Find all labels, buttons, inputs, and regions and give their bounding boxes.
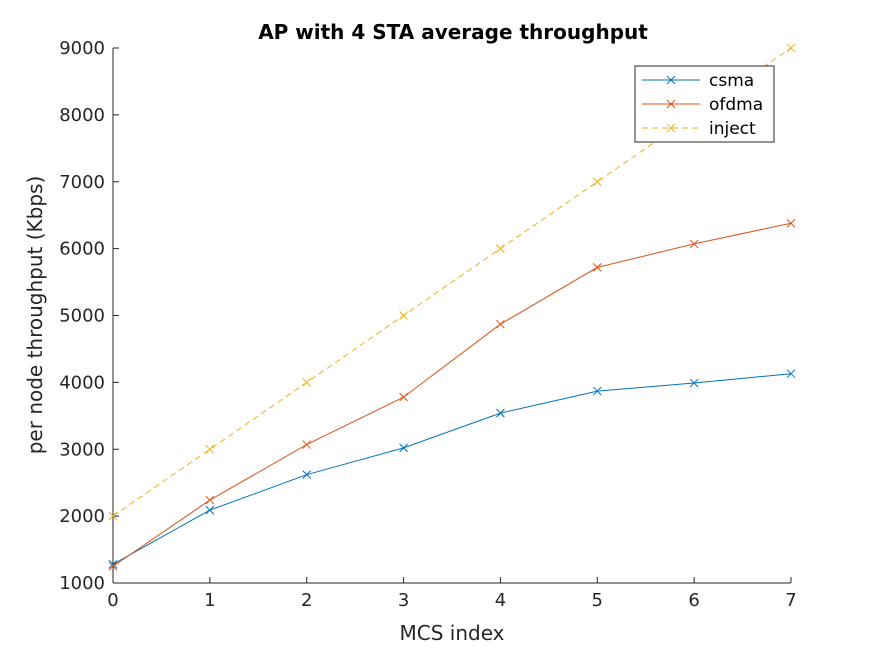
- point-marker-stroke: [689, 378, 699, 388]
- data-point-inject: [108, 511, 118, 521]
- data-point-inject: [205, 444, 215, 454]
- data-point-inject: [592, 177, 602, 187]
- point-marker-stroke: [592, 386, 602, 396]
- x-tick-label: 6: [688, 590, 699, 611]
- point-marker-stroke: [399, 392, 408, 402]
- point-marker-stroke: [592, 177, 602, 187]
- point-marker-stroke: [399, 311, 408, 320]
- legend-item-csma: csma: [642, 71, 754, 91]
- point-marker-stroke: [399, 443, 408, 453]
- data-point-csma: [205, 505, 215, 515]
- data-point-ofdma: [399, 392, 408, 402]
- legend-label: inject: [709, 119, 756, 139]
- data-point-ofdma: [592, 262, 602, 272]
- data-point-csma: [496, 408, 505, 418]
- y-tick-label: 2000: [59, 506, 105, 527]
- series-line-csma: [112, 373, 792, 565]
- y-axis-label: per node throughput (Kbps): [23, 176, 47, 455]
- x-axis-label: MCS index: [400, 621, 505, 645]
- legend-marker-stroke: [666, 75, 676, 85]
- y-tick-label: 5000: [59, 306, 105, 327]
- x-tick-label: 5: [592, 590, 603, 611]
- data-point-csma: [399, 443, 408, 453]
- point-marker-stroke: [689, 239, 699, 249]
- y-tick-label: 8000: [59, 105, 105, 126]
- legend: csma ofdma inject: [634, 65, 775, 143]
- legend-item-inject: inject: [642, 119, 756, 139]
- data-point-inject: [496, 244, 505, 253]
- legend-marker-stroke: [666, 99, 676, 109]
- data-point-ofdma: [302, 440, 312, 449]
- data-point-csma: [689, 378, 699, 388]
- point-marker-stroke: [302, 440, 312, 449]
- data-point-inject: [302, 378, 312, 387]
- point-marker-stroke: [786, 218, 796, 228]
- point-marker-stroke: [108, 559, 118, 569]
- point-marker-stroke: [108, 561, 118, 571]
- y-tick-label: 4000: [59, 372, 105, 393]
- data-point-ofdma: [689, 239, 699, 249]
- series-line-ofdma: [112, 222, 792, 567]
- point-marker-stroke: [205, 495, 215, 505]
- legend-item-ofdma: ofdma: [642, 95, 763, 115]
- y-ticks: 1000 2000 3000 4000 5000 6000 7000 8000 9000: [59, 38, 119, 594]
- series-lines: [108, 43, 796, 571]
- point-marker-stroke: [592, 262, 602, 272]
- legend-marker-stroke: [666, 123, 676, 133]
- data-point-csma: [108, 559, 118, 569]
- data-point-inject: [786, 43, 796, 53]
- x-tick-label: 4: [495, 590, 506, 611]
- x-tick-label: 1: [204, 590, 215, 611]
- y-tick-label: 1000: [59, 573, 105, 594]
- y-tick-label: 6000: [59, 239, 105, 260]
- x-tick-label: 2: [301, 590, 312, 611]
- point-marker-stroke: [786, 43, 796, 53]
- data-point-csma: [592, 386, 602, 396]
- x-tick-label: 0: [107, 590, 118, 611]
- legend-label: csma: [709, 71, 754, 91]
- x-tick-label: 7: [785, 590, 796, 611]
- point-marker-stroke: [496, 408, 505, 418]
- point-marker-stroke: [786, 369, 796, 379]
- data-point-ofdma: [205, 495, 215, 505]
- point-marker-stroke: [302, 470, 312, 480]
- data-point-ofdma: [496, 319, 505, 329]
- point-marker-stroke: [496, 319, 505, 329]
- data-point-ofdma: [786, 218, 796, 228]
- y-tick-label: 7000: [59, 172, 105, 193]
- point-marker-stroke: [205, 444, 215, 454]
- point-marker-stroke: [496, 244, 505, 253]
- legend-label: ofdma: [709, 95, 763, 115]
- chart-title: AP with 4 STA average throughput: [258, 20, 648, 44]
- point-marker-stroke: [108, 511, 118, 521]
- data-point-ofdma: [108, 561, 118, 571]
- x-ticks: 0 1 2 3 4 5 6 7: [107, 577, 797, 611]
- data-point-csma: [786, 369, 796, 379]
- data-point-inject: [399, 311, 408, 320]
- point-marker-stroke: [302, 378, 312, 387]
- y-tick-label: 9000: [59, 38, 105, 59]
- y-tick-label: 3000: [59, 439, 105, 460]
- x-tick-label: 3: [398, 590, 409, 611]
- data-point-csma: [302, 470, 312, 480]
- series-line-inject: [112, 47, 792, 517]
- point-marker-stroke: [205, 505, 215, 515]
